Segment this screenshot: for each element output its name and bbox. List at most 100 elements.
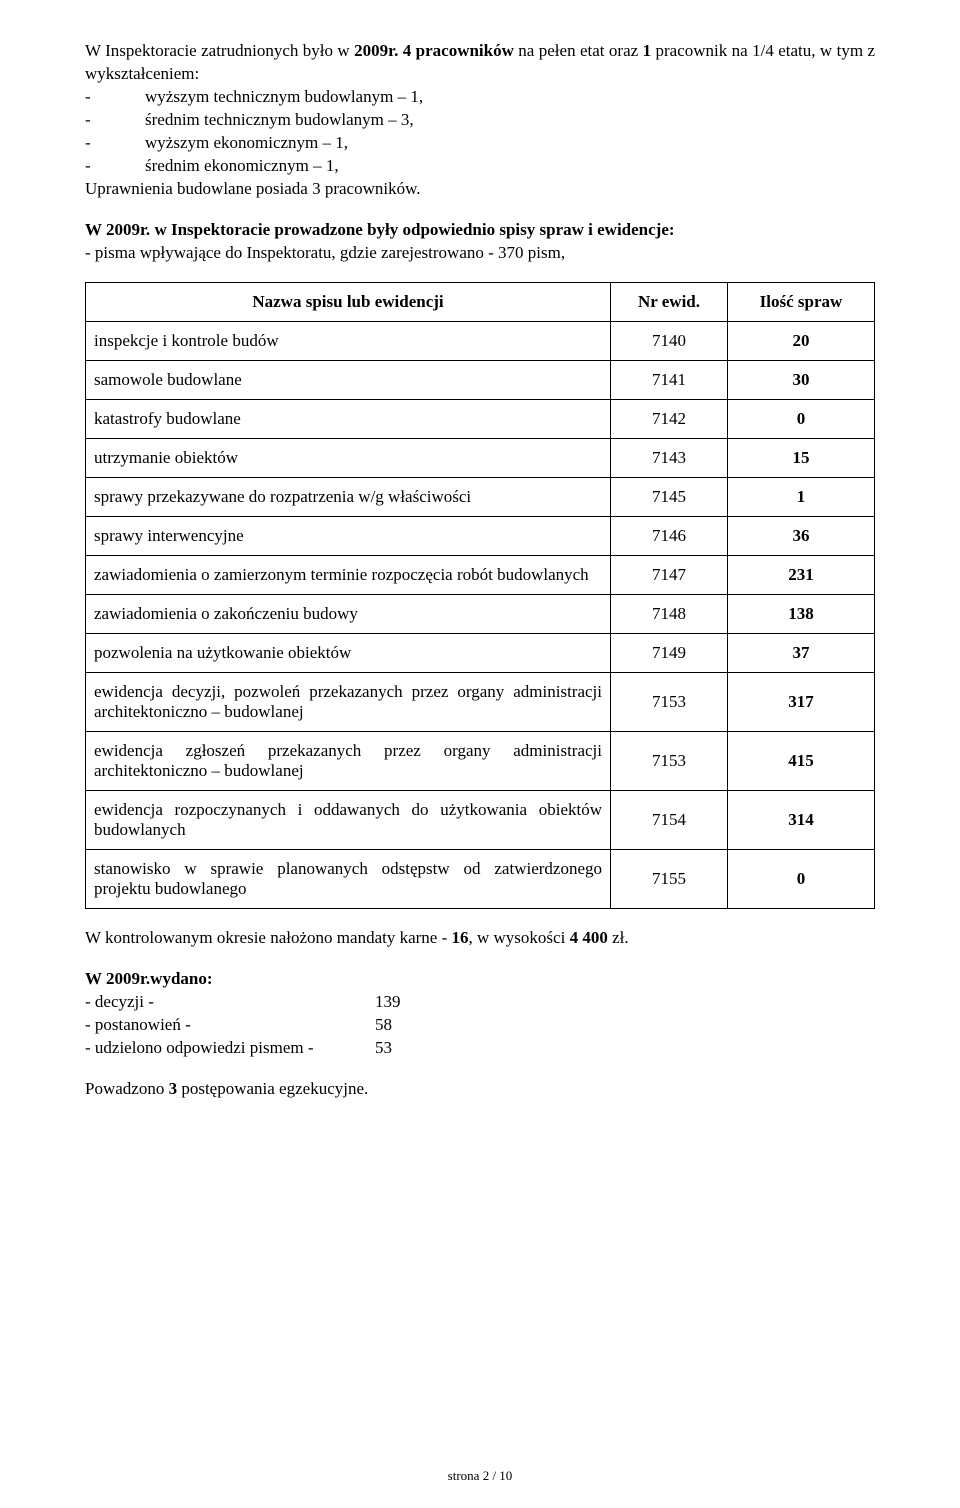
wydano-row: - decyzji - 139: [85, 991, 875, 1014]
cell-count: 37: [728, 634, 875, 673]
mandaty-paragraph: W kontrolowanym okresie nałożono mandaty…: [85, 927, 875, 950]
table-header: Ilość spraw: [728, 283, 875, 322]
list-item: -średnim ekonomicznym – 1,: [85, 155, 875, 178]
text-bold: 2009r.: [354, 41, 398, 60]
egzekucyjne-paragraph: Powadzono 3 postępowania egzekucyjne.: [85, 1078, 875, 1101]
table-row: ewidencja rozpoczynanych i oddawanych do…: [86, 791, 875, 850]
cell-count: 36: [728, 517, 875, 556]
wydano-title: W 2009r.wydano:: [85, 968, 875, 991]
cell-name: samowole budowlane: [86, 361, 611, 400]
cell-nr: 7140: [611, 322, 728, 361]
cell-nr: 7153: [611, 732, 728, 791]
table-row: stanowisko w sprawie planowanych odstęps…: [86, 850, 875, 909]
education-list: -wyższym technicznym budowlanym – 1, -śr…: [85, 86, 875, 178]
text: W kontrolowanym okresie nałożono mandaty…: [85, 928, 452, 947]
cell-count: 15: [728, 439, 875, 478]
cell-count: 314: [728, 791, 875, 850]
list-item-text: wyższym technicznym budowlanym – 1,: [145, 87, 423, 106]
wydano-value: 58: [375, 1014, 392, 1037]
cell-name: inspekcje i kontrole budów: [86, 322, 611, 361]
ewidencja-table: Nazwa spisu lub ewidencji Nr ewid. Ilość…: [85, 282, 875, 909]
cell-count: 30: [728, 361, 875, 400]
table-row: utrzymanie obiektów714315: [86, 439, 875, 478]
cell-nr: 7153: [611, 673, 728, 732]
wydano-label: - postanowień -: [85, 1014, 375, 1037]
table-row: inspekcje i kontrole budów714020: [86, 322, 875, 361]
cell-nr: 7154: [611, 791, 728, 850]
text: , w wysokości: [469, 928, 570, 947]
cell-nr: 7148: [611, 595, 728, 634]
cell-name: zawiadomienia o zakończeniu budowy: [86, 595, 611, 634]
cell-nr: 7147: [611, 556, 728, 595]
text: na pełen etat oraz: [514, 41, 643, 60]
table-row: katastrofy budowlane71420: [86, 400, 875, 439]
wydano-value: 139: [375, 991, 401, 1014]
table-header-row: Nazwa spisu lub ewidencji Nr ewid. Ilość…: [86, 283, 875, 322]
cell-count: 1: [728, 478, 875, 517]
cell-name: ewidencja decyzji, pozwoleń przekazanych…: [86, 673, 611, 732]
list-item: -wyższym technicznym budowlanym – 1,: [85, 86, 875, 109]
text-bold: 4 400: [570, 928, 608, 947]
text-bold: 3: [169, 1079, 178, 1098]
wydano-row: - postanowień - 58: [85, 1014, 875, 1037]
cell-nr: 7142: [611, 400, 728, 439]
list-item: -wyższym ekonomicznym – 1,: [85, 132, 875, 155]
cell-name: utrzymanie obiektów: [86, 439, 611, 478]
text: zł.: [608, 928, 629, 947]
list-item-text: średnim ekonomicznym – 1,: [145, 156, 339, 175]
cell-count: 231: [728, 556, 875, 595]
cell-nr: 7141: [611, 361, 728, 400]
cell-name: ewidencja zgłoszeń przekazanych przez or…: [86, 732, 611, 791]
text-bold: 16: [452, 928, 469, 947]
wydano-label: - udzielono odpowiedzi pismem -: [85, 1037, 375, 1060]
cell-name: katastrofy budowlane: [86, 400, 611, 439]
table-row: zawiadomienia o zamierzonym terminie roz…: [86, 556, 875, 595]
spisy-paragraph: W 2009r. w Inspektoracie prowadzone były…: [85, 219, 875, 265]
table-row: ewidencja zgłoszeń przekazanych przez or…: [86, 732, 875, 791]
table-header: Nr ewid.: [611, 283, 728, 322]
intro-paragraph: W Inspektoracie zatrudnionych było w 200…: [85, 40, 875, 201]
wydano-label: - decyzji -: [85, 991, 375, 1014]
table-row: samowole budowlane714130: [86, 361, 875, 400]
text: - pisma wpływające do Inspektoratu, gdzi…: [85, 243, 565, 262]
table-row: ewidencja decyzji, pozwoleń przekazanych…: [86, 673, 875, 732]
cell-nr: 7143: [611, 439, 728, 478]
cell-name: sprawy przekazywane do rozpatrzenia w/g …: [86, 478, 611, 517]
text-bold: W 2009r.: [85, 220, 150, 239]
text: postępowania egzekucyjne.: [177, 1079, 368, 1098]
cell-name: zawiadomienia o zamierzonym terminie roz…: [86, 556, 611, 595]
text-bold: w Inspektoracie prowadzone były odpowied…: [154, 220, 674, 239]
cell-name: pozwolenia na użytkowanie obiektów: [86, 634, 611, 673]
wydano-row: - udzielono odpowiedzi pismem - 53: [85, 1037, 875, 1060]
cell-nr: 7155: [611, 850, 728, 909]
cell-nr: 7145: [611, 478, 728, 517]
cell-count: 138: [728, 595, 875, 634]
table-header: Nazwa spisu lub ewidencji: [86, 283, 611, 322]
table-row: pozwolenia na użytkowanie obiektów714937: [86, 634, 875, 673]
cell-nr: 7146: [611, 517, 728, 556]
list-item-text: wyższym ekonomicznym – 1,: [145, 133, 348, 152]
wydano-value: 53: [375, 1037, 392, 1060]
wydano-block: W 2009r.wydano: - decyzji - 139 - postan…: [85, 968, 875, 1060]
cell-nr: 7149: [611, 634, 728, 673]
cell-count: 317: [728, 673, 875, 732]
list-item-text: średnim technicznym budowlanym – 3,: [145, 110, 414, 129]
text-bold: 1: [643, 41, 652, 60]
cell-name: sprawy interwencyjne: [86, 517, 611, 556]
table-row: zawiadomienia o zakończeniu budowy714813…: [86, 595, 875, 634]
cell-name: stanowisko w sprawie planowanych odstęps…: [86, 850, 611, 909]
table-row: sprawy przekazywane do rozpatrzenia w/g …: [86, 478, 875, 517]
cell-name: ewidencja rozpoczynanych i oddawanych do…: [86, 791, 611, 850]
text: Powadzono: [85, 1079, 169, 1098]
cell-count: 20: [728, 322, 875, 361]
text: Uprawnienia budowlane posiada 3 pracowni…: [85, 179, 421, 198]
cell-count: 0: [728, 400, 875, 439]
page-footer: strona 2 / 10: [0, 1468, 960, 1484]
cell-count: 415: [728, 732, 875, 791]
list-item: -średnim technicznym budowlanym – 3,: [85, 109, 875, 132]
cell-count: 0: [728, 850, 875, 909]
text: W Inspektoracie zatrudnionych było w: [85, 41, 354, 60]
table-row: sprawy interwencyjne714636: [86, 517, 875, 556]
text-bold: 4 pracowników: [403, 41, 514, 60]
document-page: W Inspektoracie zatrudnionych było w 200…: [0, 0, 960, 1508]
